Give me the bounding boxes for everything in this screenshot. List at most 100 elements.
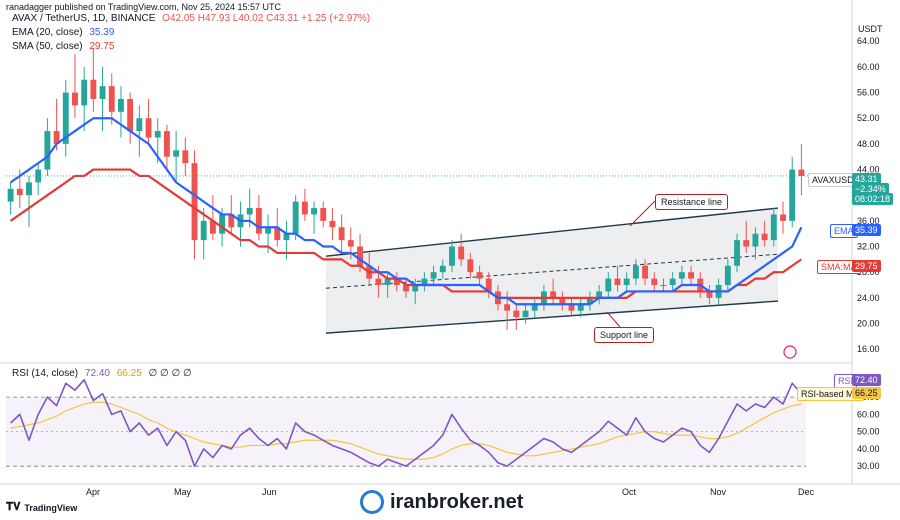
price-tick-label: 64.00 — [857, 36, 880, 46]
candle-body — [467, 259, 474, 273]
candle-body — [255, 208, 262, 234]
candle-body — [209, 220, 216, 234]
candle-body — [789, 169, 796, 221]
time-axis-label: Nov — [710, 487, 727, 497]
time-axis-label: Dec — [798, 487, 815, 497]
channel-mid-line[interactable] — [325, 253, 779, 289]
candle-body — [678, 272, 685, 279]
sma-badge-value: 29.75 — [852, 260, 881, 272]
tradingview-brand-label: TradingView — [24, 502, 78, 513]
candle-body — [724, 265, 731, 286]
currency-label[interactable]: USDT — [858, 24, 883, 34]
resistance-callout-connector — [629, 200, 656, 227]
symbol-name[interactable]: AVAX / TetherUS, 1D, BINANCE — [12, 13, 156, 24]
countdown-badge: 08:02:18 — [852, 193, 894, 205]
candle-body — [421, 278, 428, 286]
watermark: iranbroker.net — [360, 490, 523, 514]
price-tick-label: 56.00 — [857, 88, 880, 98]
candle-body — [72, 92, 78, 106]
candle-body — [347, 240, 354, 247]
candle-body — [118, 98, 124, 112]
candle-body — [35, 169, 42, 183]
rsi-ma-badge-value: 66.25 — [852, 387, 881, 399]
candle-body — [7, 188, 14, 202]
ema-legend-value: 35.39 — [89, 27, 115, 38]
price-tick-label: 16.00 — [857, 344, 880, 354]
candle-body — [439, 265, 446, 273]
ema-20-line[interactable] — [9, 117, 803, 306]
price-tick-label: 48.00 — [857, 139, 880, 149]
candle-body — [228, 214, 235, 228]
candle-body — [62, 92, 69, 144]
broker-logo-icon — [360, 490, 384, 514]
candle-body — [476, 272, 483, 279]
candle-body — [623, 278, 630, 286]
candle-body — [246, 208, 253, 215]
candle-body — [688, 272, 694, 279]
candle-body — [798, 169, 805, 176]
rsi-legend-value: 72.40 — [84, 368, 110, 379]
candle-body — [752, 233, 759, 247]
candle-body — [219, 214, 226, 234]
candle-body — [16, 188, 23, 196]
rsi-legend[interactable]: RSI (14, close) 72.40 66.25 ∅ ∅ ∅ ∅ — [12, 368, 196, 379]
resistance-line[interactable] — [325, 207, 779, 257]
time-axis-label: Oct — [622, 487, 637, 497]
candle-body — [200, 220, 207, 241]
support-callout-connector — [606, 311, 621, 328]
candle-body — [136, 118, 143, 132]
candle-body — [734, 240, 740, 266]
candle-body — [292, 201, 299, 234]
candle-body — [458, 246, 465, 260]
support-callout[interactable]: Support line — [594, 327, 655, 343]
candle-body — [301, 201, 308, 215]
ema-legend[interactable]: EMA (20, close) 35.39 — [12, 27, 118, 38]
change-badge: −2.34% — [852, 183, 889, 195]
price-tick-label: 32.00 — [857, 242, 880, 252]
rsi-tick-label: 40.00 — [857, 444, 880, 454]
channel-fill — [326, 208, 778, 334]
last-price-badge: 43.31 — [852, 173, 881, 185]
support-line[interactable] — [325, 300, 779, 334]
candle-body — [403, 285, 409, 292]
time-axis-label: Apr — [86, 487, 100, 497]
rsi-line[interactable] — [10, 379, 803, 467]
candle-body — [568, 304, 575, 311]
ema-legend-label: EMA (20, close) — [12, 27, 83, 38]
ohlc-values: O42.05 H47.93 L40.02 C43.31 +1.25 (+2.97… — [162, 13, 371, 24]
rsi-tick-label: 60.00 — [857, 409, 880, 419]
sma-legend[interactable]: SMA (50, close) 29.75 — [12, 41, 118, 52]
candle-body — [430, 272, 437, 279]
candle-body — [311, 208, 317, 215]
candle-body — [393, 278, 400, 286]
candle-body — [26, 182, 32, 196]
rsi-ma-line[interactable] — [10, 401, 802, 460]
candle-body — [90, 79, 97, 99]
candle-body — [780, 214, 786, 221]
candle-body — [577, 304, 584, 311]
watermark-text: iranbroker.net — [390, 490, 524, 513]
candle-body — [761, 233, 768, 241]
rsi-ma-legend-value: 66.25 — [116, 368, 142, 379]
resistance-callout[interactable]: Resistance line — [655, 194, 729, 210]
sma-legend-label: SMA (50, close) — [12, 41, 83, 52]
candle-body — [522, 310, 529, 318]
candle-body — [449, 246, 455, 266]
ema-badge-value: 35.39 — [852, 224, 881, 236]
candle-body — [586, 297, 593, 305]
candle-body — [531, 304, 538, 311]
price-tick-label: 52.00 — [857, 113, 880, 123]
candle-body — [127, 98, 134, 132]
candle-body — [357, 246, 363, 266]
publish-info: ranadagger published on TradingView.com,… — [6, 2, 282, 12]
rsi-legend-label: RSI (14, close) — [12, 368, 79, 379]
candle-body — [375, 278, 382, 286]
tradingview-brand[interactable]: 𝐓𝐕 TradingView — [6, 501, 77, 514]
candle-body — [669, 278, 676, 286]
candle-body — [706, 291, 713, 298]
candle-body — [191, 163, 198, 241]
alert-icon[interactable] — [783, 345, 797, 359]
candle-body — [265, 227, 272, 234]
candle-body — [605, 278, 612, 292]
